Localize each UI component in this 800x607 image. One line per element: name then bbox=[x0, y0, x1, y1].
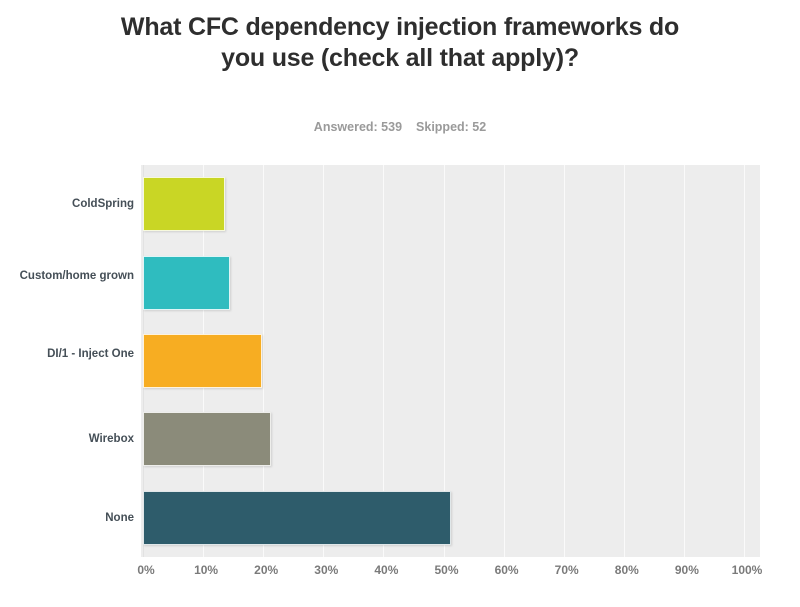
bar-coldspring[interactable] bbox=[143, 177, 226, 232]
x-axis-tick-60pct: 60% bbox=[494, 563, 519, 577]
bar-di-1-inject-one[interactable] bbox=[143, 334, 262, 388]
bar-row bbox=[141, 490, 760, 545]
x-axis-tick-10pct: 10% bbox=[194, 563, 219, 577]
gridline-80pct bbox=[623, 165, 625, 557]
gridline-70pct bbox=[563, 165, 565, 557]
x-axis-tick-90pct: 90% bbox=[674, 563, 699, 577]
y-axis-labels: ColdSpring Custom/home grown DI/1 - Inject… bbox=[12, 165, 134, 557]
bar-row bbox=[141, 177, 760, 232]
bar-custom-home-grown[interactable] bbox=[143, 255, 231, 310]
y-axis-label-wirebox: Wirebox bbox=[88, 433, 134, 446]
skipped-count: Skipped: 52 bbox=[416, 120, 487, 134]
y-axis-label-coldspring: ColdSpring bbox=[72, 198, 134, 211]
gridline-100pct bbox=[744, 165, 745, 557]
x-axis-tick-100pct: 100% bbox=[731, 563, 763, 577]
gridline-90pct bbox=[683, 165, 685, 557]
x-axis-tick-70pct: 70% bbox=[554, 563, 579, 577]
x-axis-tick-80pct: 80% bbox=[614, 563, 639, 577]
bar-row bbox=[141, 334, 760, 388]
gridline-50pct bbox=[443, 165, 445, 557]
bar-row bbox=[141, 255, 760, 310]
y-axis-label-di-1-inject-one: DI/1 - Inject One bbox=[47, 348, 134, 360]
bar-wirebox[interactable] bbox=[143, 412, 271, 467]
answered-count: Answered: 539 bbox=[313, 120, 403, 134]
x-axis-tick-40pct: 40% bbox=[374, 563, 399, 577]
bar-none[interactable] bbox=[143, 490, 452, 545]
gridline-20pct bbox=[263, 165, 265, 557]
y-axis-label-custom-home-grown: Custom/home grown bbox=[19, 269, 134, 282]
page-title: What CFC dependency injection frameworks… bbox=[120, 13, 680, 72]
x-axis-labels: 0% 10% 20% 30% 40% 50% 60% 70% 80% 90% 100% bbox=[0, 563, 800, 585]
x-axis-tick-30pct: 30% bbox=[314, 563, 339, 577]
plot-area bbox=[141, 165, 760, 557]
x-axis-tick-0pct: 0% bbox=[137, 563, 155, 577]
gridline-40pct bbox=[383, 165, 385, 557]
y-axis-label-none: None bbox=[105, 511, 134, 524]
gridline-60pct bbox=[503, 165, 505, 557]
x-axis-tick-20pct: 20% bbox=[254, 563, 279, 577]
x-axis-tick-50pct: 50% bbox=[434, 563, 459, 577]
bar-row bbox=[141, 412, 760, 467]
response-counts: Answered: 539 Skipped: 52 bbox=[120, 120, 680, 134]
gridline-30pct bbox=[323, 165, 325, 557]
